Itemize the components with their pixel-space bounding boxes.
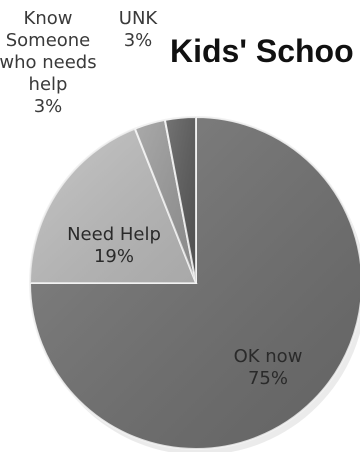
- pie-label-3: UNK 3%: [119, 8, 159, 51]
- pie-label-2-line-4: 3%: [34, 96, 63, 117]
- pie-slice-sheen-1: [30, 128, 196, 283]
- pie-labels: OK now 75% Need Help 19% Know Someone who need…: [0, 8, 302, 389]
- pie-label-2-line-2: who needs: [0, 52, 97, 73]
- pie-slice-sheen-3: [164, 117, 196, 283]
- pie-label-3-line-0: UNK: [119, 8, 159, 29]
- pie-slices: [28, 115, 360, 452]
- pie-label-1: Need Help 19%: [67, 224, 161, 267]
- pie-slice-sheen-2: [134, 119, 196, 284]
- pie-slice-sheen-0: [30, 117, 360, 449]
- pie-label-3-line-1: 3%: [124, 30, 153, 51]
- chart-title: Kids' Schoo: [170, 33, 354, 69]
- pie-label-2-line-3: help: [29, 74, 68, 95]
- pie-label-2-line-0: Know: [24, 8, 73, 29]
- pie-label-0-line-1: 75%: [248, 368, 288, 389]
- pie-label-1-line-0: Need Help: [67, 224, 161, 245]
- pie-label-2-line-1: Someone: [6, 30, 91, 51]
- pie-label-0: OK now 75%: [234, 346, 303, 389]
- pie-label-0-line-0: OK now: [234, 346, 303, 367]
- pie-label-2: Know Someone who needs help 3%: [0, 8, 97, 117]
- pie-label-1-line-1: 19%: [94, 246, 134, 267]
